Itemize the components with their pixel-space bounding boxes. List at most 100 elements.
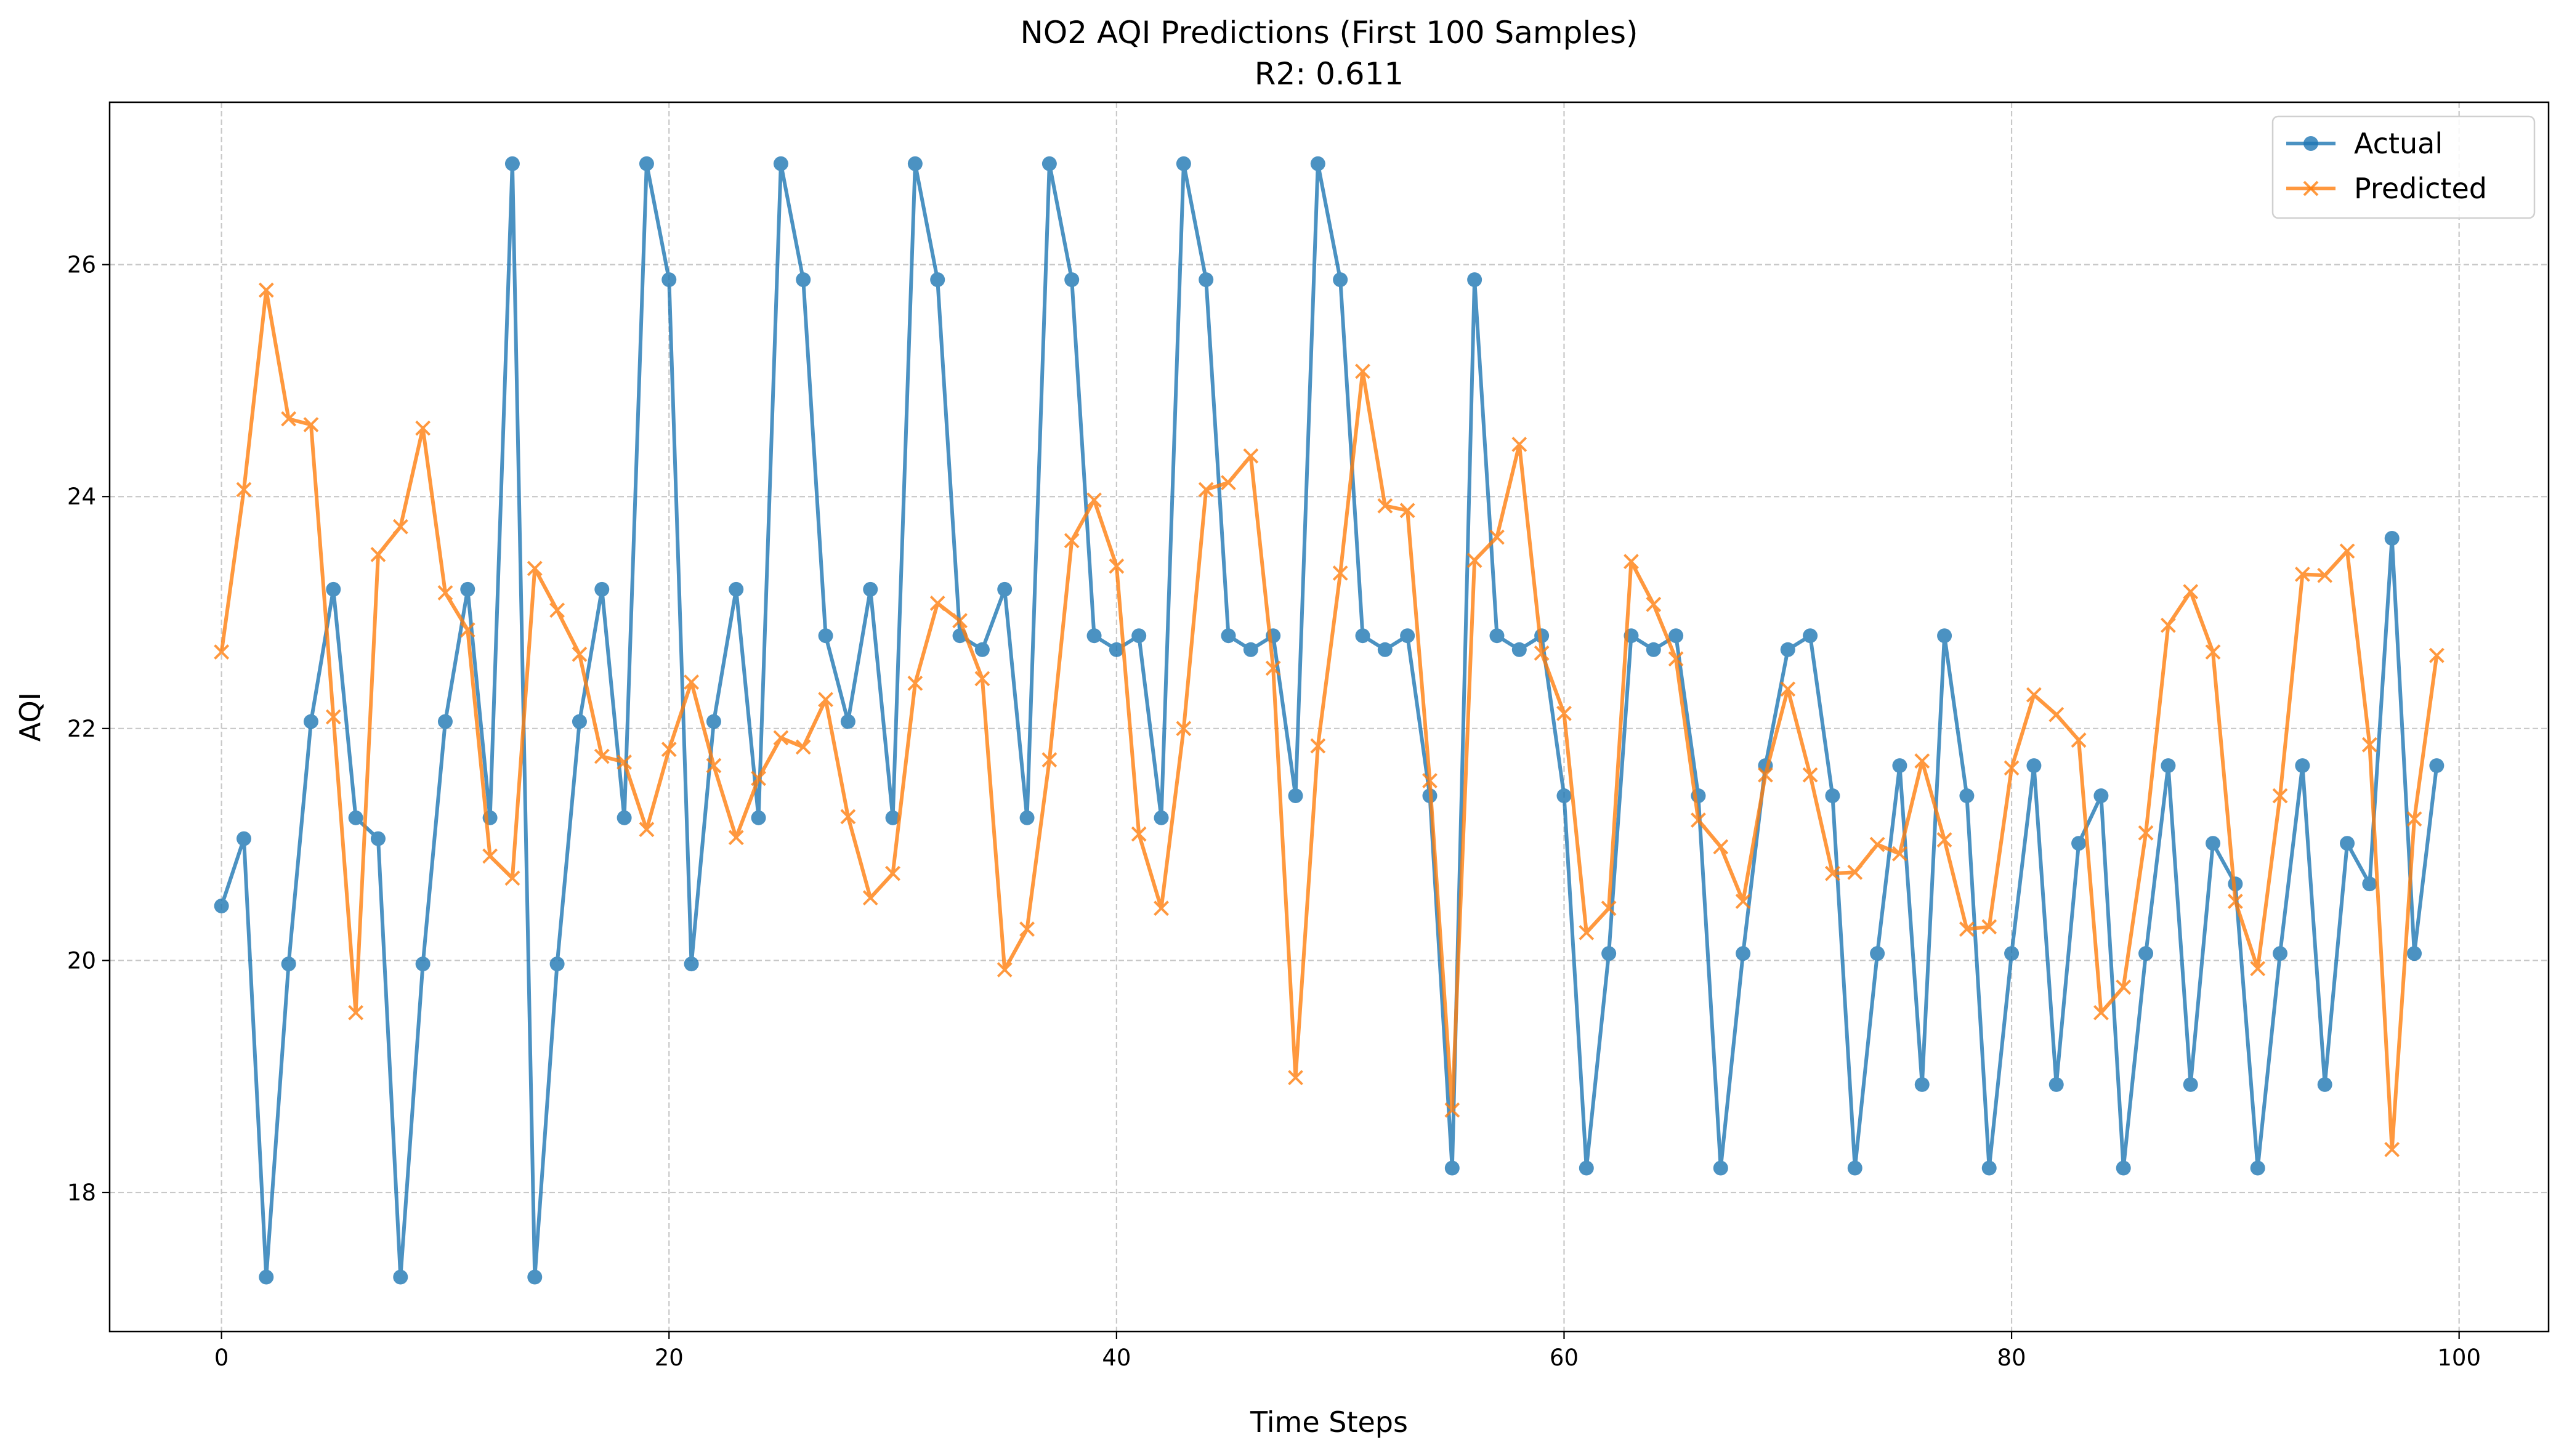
data-point	[1154, 900, 1169, 916]
data-point	[1288, 788, 1303, 804]
data-point	[974, 671, 990, 687]
series-layer	[214, 156, 2445, 1285]
data-point	[1914, 753, 1930, 769]
data-point	[326, 581, 341, 597]
data-point	[1556, 705, 1572, 721]
data-point	[1355, 628, 1370, 644]
legend: Actual Predicted	[2271, 115, 2536, 219]
data-point	[751, 810, 766, 825]
data-point	[639, 822, 655, 838]
chart-title: NO2 AQI Predictions (First 100 Samples)	[1020, 15, 1638, 51]
data-point	[1243, 642, 1258, 657]
data-point	[706, 714, 721, 729]
data-point	[2026, 758, 2042, 774]
y-axis-ticks: 18 20 22 24 26	[67, 252, 110, 1206]
data-point	[1131, 628, 1147, 644]
data-point	[214, 898, 229, 913]
data-point	[214, 644, 230, 660]
data-point	[997, 581, 1013, 597]
data-point	[1064, 272, 1080, 288]
data-point	[796, 272, 811, 288]
data-point	[1086, 628, 1102, 644]
data-point	[1064, 533, 1080, 549]
data-point	[2116, 1160, 2131, 1176]
data-point	[1221, 475, 1236, 491]
legend-label: Actual	[2354, 127, 2443, 160]
data-point	[1288, 1070, 1303, 1086]
data-point	[1601, 946, 1617, 961]
series-actual	[214, 156, 2445, 1285]
data-point	[862, 890, 878, 906]
x-tick-label: 60	[1550, 1345, 1579, 1371]
data-point	[2071, 732, 2087, 748]
data-point	[2340, 836, 2355, 851]
data-point	[504, 870, 520, 886]
data-point	[1399, 503, 1415, 519]
data-point	[1176, 721, 1192, 737]
data-point	[1310, 156, 1325, 171]
data-point	[2004, 946, 2020, 961]
data-point	[392, 519, 408, 535]
data-point	[370, 831, 386, 846]
data-point	[2026, 687, 2042, 703]
x-tick-label: 40	[1102, 1345, 1131, 1371]
data-point	[2138, 825, 2154, 841]
data-point	[2339, 543, 2355, 559]
data-point	[459, 622, 475, 638]
data-point	[997, 962, 1013, 977]
data-point	[728, 830, 744, 846]
data-point	[706, 758, 722, 774]
data-point	[1041, 752, 1058, 768]
legend-entry: Predicted	[2286, 172, 2487, 205]
legend-box	[2271, 115, 2536, 219]
series-line	[219, 161, 2439, 1279]
data-point	[1400, 628, 1415, 644]
data-point	[885, 810, 900, 825]
data-point	[885, 865, 900, 881]
data-point	[1377, 498, 1393, 514]
data-point	[2362, 876, 2377, 892]
data-point	[818, 692, 833, 708]
data-point	[1511, 437, 1527, 452]
data-point	[1870, 946, 1885, 961]
data-point	[2273, 946, 2288, 961]
data-point	[639, 156, 654, 171]
data-point	[729, 581, 744, 597]
data-point	[281, 411, 297, 427]
data-point	[1869, 836, 1885, 852]
data-point	[303, 417, 319, 432]
data-point	[1579, 1160, 1594, 1176]
data-point	[1019, 921, 1035, 937]
data-point	[1847, 864, 1863, 880]
data-point	[952, 613, 968, 629]
data-point	[773, 156, 788, 171]
data-point	[2205, 644, 2221, 660]
data-point	[2317, 567, 2333, 583]
data-point	[2093, 1005, 2109, 1021]
data-point	[2250, 1160, 2265, 1176]
data-point	[2361, 737, 2377, 753]
x-axis-label: Time Steps	[1250, 1405, 1408, 1439]
legend-entry: Actual	[2286, 127, 2443, 160]
data-point	[2071, 836, 2087, 851]
data-point	[907, 156, 923, 171]
data-point	[1780, 642, 1795, 657]
data-point	[929, 596, 945, 611]
data-point	[1534, 645, 1550, 661]
data-point	[2116, 979, 2132, 995]
data-point	[1736, 946, 1751, 961]
data-point	[2317, 1077, 2332, 1092]
legend-label: Predicted	[2354, 172, 2487, 205]
y-tick-label: 22	[67, 716, 96, 742]
data-point	[1466, 552, 1482, 568]
data-point	[437, 585, 453, 601]
data-point	[1802, 767, 1818, 783]
data-point	[1892, 758, 1907, 774]
data-point	[393, 1269, 408, 1285]
data-point	[1959, 921, 1975, 937]
data-point	[2294, 566, 2310, 582]
data-point	[348, 1005, 364, 1021]
data-point	[840, 714, 855, 729]
y-tick-label: 18	[67, 1179, 96, 1206]
